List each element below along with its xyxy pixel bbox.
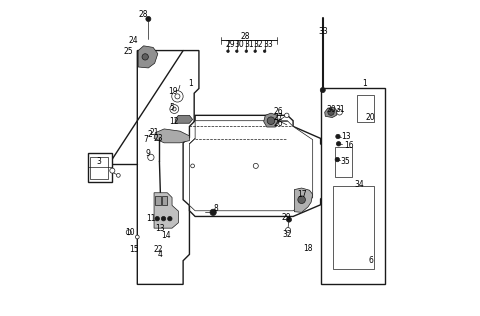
Polygon shape	[264, 113, 278, 127]
Text: 29: 29	[282, 213, 291, 222]
Circle shape	[172, 91, 183, 102]
Text: 25: 25	[124, 47, 133, 56]
Text: 2: 2	[147, 130, 152, 139]
Circle shape	[191, 164, 194, 168]
Circle shape	[175, 94, 180, 99]
Circle shape	[254, 50, 256, 52]
Circle shape	[227, 50, 229, 52]
Circle shape	[142, 54, 148, 60]
Polygon shape	[137, 51, 199, 284]
Circle shape	[267, 117, 275, 125]
Polygon shape	[154, 193, 179, 228]
Polygon shape	[294, 188, 312, 212]
Text: 19: 19	[168, 87, 178, 95]
Text: 24: 24	[128, 36, 138, 45]
Text: 11: 11	[146, 214, 156, 222]
Text: 3: 3	[96, 157, 101, 166]
Circle shape	[328, 109, 334, 115]
Text: 1: 1	[362, 79, 367, 88]
Bar	[357, 95, 374, 122]
Circle shape	[287, 217, 291, 222]
Bar	[333, 186, 374, 269]
Text: 1: 1	[189, 79, 193, 88]
Circle shape	[264, 50, 266, 52]
Text: 18: 18	[303, 244, 312, 252]
Text: 31: 31	[245, 40, 254, 49]
Text: 22: 22	[153, 245, 163, 254]
Polygon shape	[154, 129, 190, 143]
Text: 33: 33	[264, 40, 273, 49]
Text: 30: 30	[326, 106, 336, 114]
Text: 10: 10	[125, 228, 135, 237]
Circle shape	[170, 105, 179, 113]
Bar	[156, 196, 161, 205]
Circle shape	[286, 228, 290, 233]
Text: 26: 26	[273, 107, 283, 116]
Text: 16: 16	[344, 141, 354, 150]
Text: 13: 13	[156, 224, 165, 233]
Circle shape	[253, 163, 258, 168]
Circle shape	[148, 154, 154, 161]
Polygon shape	[183, 115, 328, 216]
Circle shape	[236, 50, 238, 52]
Text: 28: 28	[139, 10, 148, 19]
Polygon shape	[324, 107, 337, 118]
Text: 27: 27	[273, 113, 283, 122]
Text: 17: 17	[297, 190, 306, 199]
Text: 12: 12	[169, 117, 179, 126]
Text: 6: 6	[369, 256, 373, 265]
Text: 21: 21	[149, 128, 159, 137]
Circle shape	[155, 216, 159, 221]
Circle shape	[336, 109, 342, 115]
Text: 5: 5	[169, 103, 175, 112]
Text: 15: 15	[129, 245, 139, 254]
Circle shape	[161, 216, 166, 221]
Circle shape	[168, 216, 172, 221]
Polygon shape	[175, 115, 192, 123]
Text: 4: 4	[158, 250, 163, 259]
Circle shape	[146, 16, 151, 21]
Text: 31: 31	[336, 106, 345, 114]
Text: 32: 32	[282, 230, 291, 239]
Circle shape	[245, 50, 248, 52]
Circle shape	[285, 113, 289, 118]
Circle shape	[135, 235, 139, 239]
Bar	[88, 153, 112, 182]
Circle shape	[117, 173, 120, 177]
Text: 20: 20	[365, 113, 375, 122]
Text: 26: 26	[273, 119, 283, 128]
Text: 23: 23	[154, 134, 163, 143]
Circle shape	[320, 88, 325, 93]
Circle shape	[298, 196, 305, 204]
Text: 13: 13	[341, 132, 351, 141]
Circle shape	[126, 230, 132, 235]
Circle shape	[335, 157, 339, 162]
Circle shape	[336, 142, 341, 146]
Text: 32: 32	[253, 40, 263, 49]
Text: 14: 14	[161, 231, 170, 240]
Text: 29: 29	[225, 40, 235, 49]
Bar	[335, 147, 352, 177]
Text: 33: 33	[318, 27, 328, 36]
Bar	[162, 196, 168, 205]
Circle shape	[210, 209, 216, 216]
Text: 8: 8	[214, 204, 219, 213]
Bar	[90, 157, 108, 179]
Polygon shape	[190, 121, 312, 211]
Circle shape	[110, 168, 115, 173]
Text: 9: 9	[146, 149, 151, 158]
Text: 28: 28	[241, 32, 251, 41]
Text: 34: 34	[355, 180, 364, 189]
Text: 30: 30	[235, 40, 244, 49]
Polygon shape	[138, 46, 158, 68]
Circle shape	[336, 134, 340, 139]
Text: 7: 7	[144, 135, 148, 144]
Polygon shape	[321, 88, 385, 284]
Text: 35: 35	[340, 157, 350, 166]
Circle shape	[172, 107, 176, 111]
